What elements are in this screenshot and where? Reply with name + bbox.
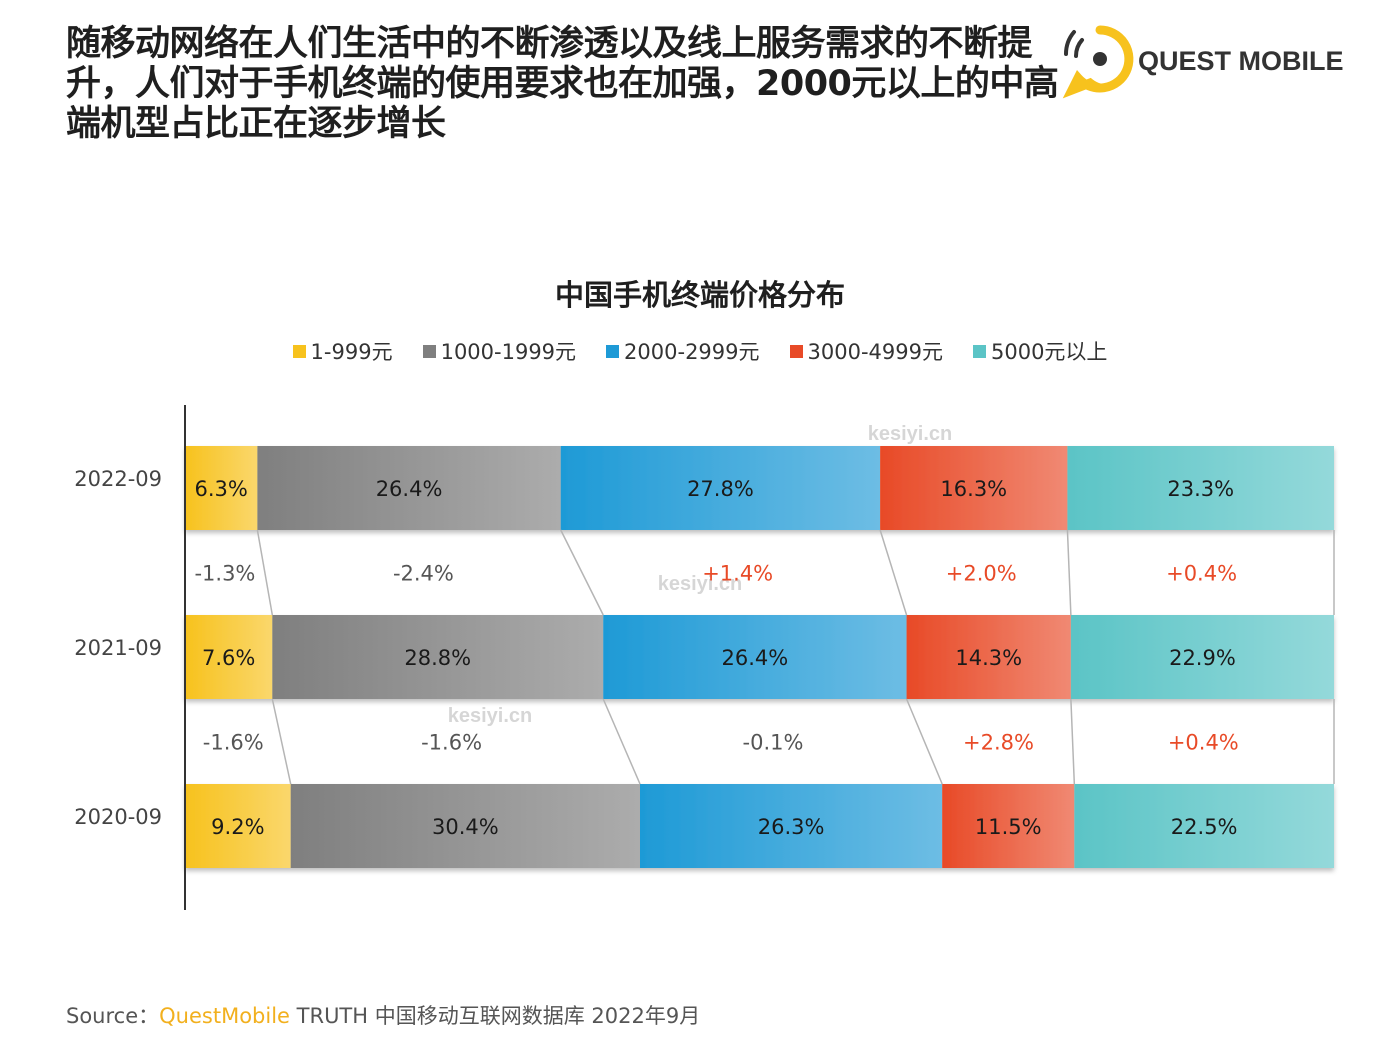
change-label: -1.6%	[421, 731, 482, 755]
headline: 随移动网络在人们生活中的不断渗透以及线上服务需求的不断提升，人们对于手机终端的使…	[66, 24, 1059, 144]
change-label: -2.4%	[393, 562, 454, 586]
bar-row	[185, 615, 1334, 699]
connector-line	[1066, 529, 1072, 616]
legend-label: 1000-1999元	[440, 340, 577, 364]
connector-line	[905, 698, 943, 785]
bar-segment	[257, 446, 561, 530]
bar-segment	[1070, 615, 1334, 699]
connector-line	[879, 529, 908, 616]
data-label: 28.8%	[404, 646, 471, 670]
watermark-text: kesiyi.cn	[868, 423, 953, 445]
connector-line	[560, 529, 604, 616]
legend-swatch	[422, 344, 436, 358]
change-label: +0.4%	[1166, 562, 1237, 586]
bar-segment	[906, 615, 1071, 699]
change-label: -1.3%	[194, 562, 255, 586]
category-label: 2020-09	[74, 805, 162, 829]
connector-line	[271, 698, 292, 785]
data-label: 16.3%	[940, 477, 1007, 501]
data-label: 26.3%	[758, 815, 825, 839]
legend-label: 1-999元	[310, 340, 393, 364]
source-rest: TRUTH 中国移动互联网数据库 2022年9月	[289, 1004, 701, 1028]
bar-segment	[185, 784, 291, 868]
source-note: Source：QuestMobile TRUTH 中国移动互联网数据库 2022…	[66, 1000, 700, 1030]
legend: 1-999元 1000-1999元 2000-2999元 3000-4999元 …	[0, 336, 1400, 366]
chart-title: 中国手机终端价格分布	[554, 278, 845, 312]
data-label: 11.5%	[975, 815, 1042, 839]
change-label: +2.0%	[946, 562, 1017, 586]
data-label: 22.5%	[1171, 815, 1238, 839]
bar-segment	[290, 784, 641, 868]
connector-line	[256, 529, 274, 616]
data-label: 26.4%	[722, 646, 789, 670]
change-label: -1.6%	[203, 731, 264, 755]
bar-segment	[1067, 446, 1334, 530]
change-label: -0.1%	[743, 731, 804, 755]
source-prefix: Source：	[66, 1004, 160, 1028]
data-label: 30.4%	[432, 815, 499, 839]
legend-item: 3000-4999元	[789, 336, 943, 366]
legend-item: 5000元以上	[972, 336, 1108, 366]
quest-mobile-logo-icon	[1062, 25, 1134, 99]
bar-segment	[1074, 784, 1334, 868]
change-label: +2.8%	[963, 731, 1034, 755]
category-label: 2021-09	[74, 636, 162, 660]
data-label: 27.8%	[687, 477, 754, 501]
data-label: 26.4%	[376, 477, 443, 501]
data-label: 9.2%	[211, 815, 264, 839]
bar-segment	[942, 784, 1075, 868]
change-label: +1.4%	[702, 562, 773, 586]
connector-line	[602, 698, 641, 785]
source-brand: QuestMobile	[159, 1004, 290, 1028]
legend-item: 1000-1999元	[422, 336, 577, 366]
legend-label: 3000-4999元	[807, 340, 943, 364]
data-label: 6.3%	[195, 477, 248, 501]
legend-label: 2000-2999元	[624, 340, 760, 364]
change-label: +0.4%	[1168, 731, 1239, 755]
category-label: 2022-09	[74, 467, 162, 491]
watermark-text: kesiyi.cn	[658, 573, 743, 595]
legend-swatch	[292, 344, 306, 358]
legend-label: 5000元以上	[990, 340, 1108, 364]
bar-segment	[272, 615, 604, 699]
quest-mobile-logo: QUEST MOBILE	[1060, 16, 1360, 106]
bar-segment	[640, 784, 943, 868]
logo-text: QUEST MOBILE	[1138, 46, 1344, 76]
legend-swatch	[606, 344, 620, 358]
legend-swatch	[972, 344, 986, 358]
data-label: 23.3%	[1167, 477, 1234, 501]
data-label: 22.9%	[1169, 646, 1236, 670]
bar-segment	[185, 446, 258, 530]
connector-line	[1070, 698, 1076, 785]
legend-swatch	[789, 344, 803, 358]
legend-item: 1-999元	[292, 336, 393, 366]
bar-segment	[880, 446, 1068, 530]
watermark-text: kesiyi.cn	[448, 705, 533, 727]
bar-segment	[603, 615, 907, 699]
data-label: 14.3%	[955, 646, 1022, 670]
bar-row	[185, 784, 1334, 868]
data-label: 7.6%	[202, 646, 255, 670]
legend-item: 2000-2999元	[606, 336, 760, 366]
bar-segment	[560, 446, 881, 530]
bar-segment	[185, 615, 273, 699]
bar-row	[185, 446, 1334, 530]
